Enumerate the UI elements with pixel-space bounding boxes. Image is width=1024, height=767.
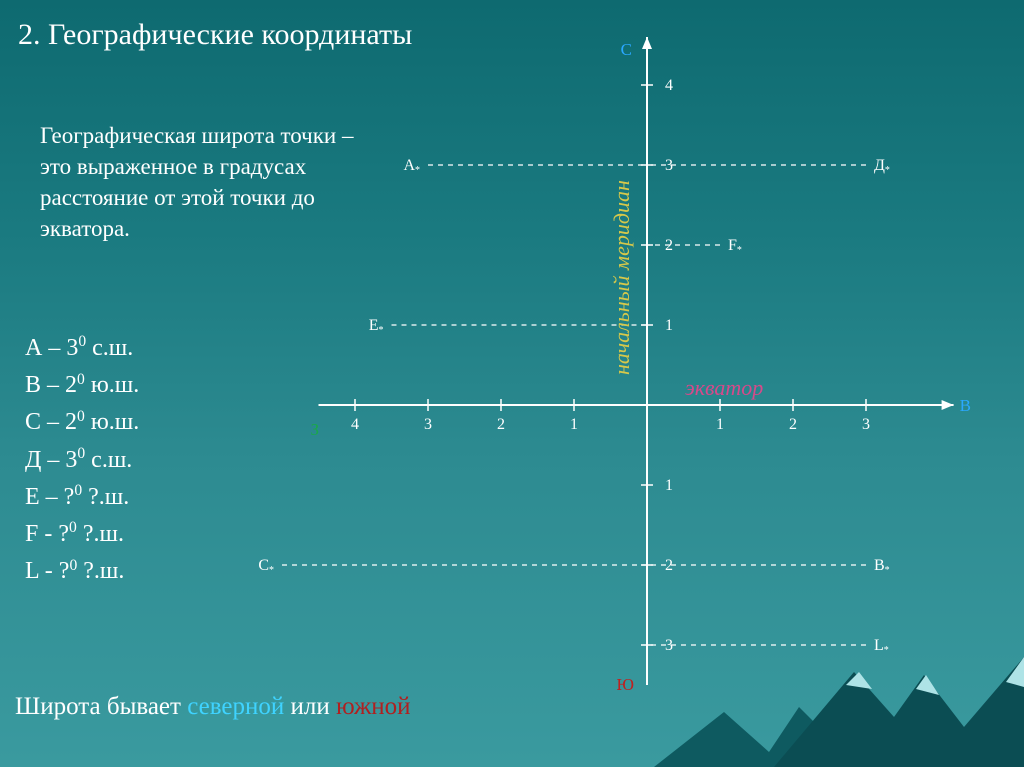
x-tick-label: 1 [716,416,724,433]
y-tick-label: 4 [665,77,673,94]
x-tick-label: 1 [570,416,578,433]
x-tick-label: 2 [497,416,505,433]
y-tick-label: 1 [665,317,673,334]
x-tick-label: 2 [789,416,797,433]
point-label: С* [258,557,274,576]
point-label: F* [728,237,742,256]
slide: 2. Географические координаты Географичес… [0,0,1024,767]
meridian-label: начальный меридиан [609,180,634,375]
x-tick-label: 4 [351,416,359,433]
x-axis-arrow [942,400,954,410]
mountains-decor [594,597,1024,767]
east-label: В [960,396,971,415]
x-tick-label: 3 [424,416,432,433]
y-tick-label: 2 [665,237,673,254]
north-label: С [621,40,632,59]
point-label: А* [403,157,420,176]
x-tick-label: 3 [862,416,870,433]
y-tick-label: 1 [665,477,673,494]
point-label: В* [874,557,890,576]
west-label: З [311,420,320,439]
point-label: Д* [874,157,890,176]
point-label: Е* [369,317,384,336]
equator-label: экватор [685,375,763,400]
y-tick-label: 3 [665,157,673,174]
y-tick-label: 2 [665,557,673,574]
y-axis-arrow [642,37,652,49]
